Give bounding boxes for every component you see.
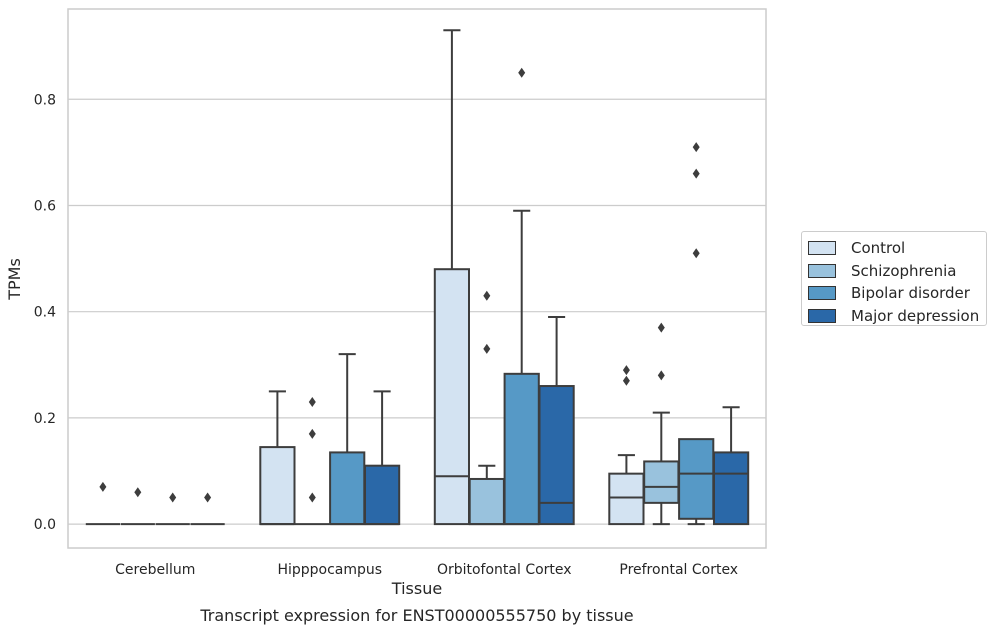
box-body (608, 472, 645, 526)
legend-swatch-control (808, 241, 836, 256)
box-body (468, 477, 505, 526)
box-body (678, 438, 715, 520)
x-tick-label: Orbitofontal Cortex (437, 562, 572, 578)
x-tick-label: Prefrontal Cortex (619, 562, 738, 578)
y-tick-label: 0.0 (34, 517, 56, 533)
legend-label-schizophrenia: Schizophrenia (851, 261, 957, 280)
legend-item-major-depression: Major depression (808, 305, 986, 328)
y-tick-label: 0.4 (34, 305, 56, 321)
legend-swatch-bipolar-disorder (808, 286, 836, 301)
y-tick-label: 0.2 (34, 411, 56, 427)
legend-item-schizophrenia: Schizophrenia (808, 260, 986, 283)
box-control (259, 390, 296, 526)
x-axis-title: Tissue (391, 579, 443, 598)
box-body (329, 451, 366, 526)
box-major-depression (190, 492, 225, 526)
outlier-point (99, 481, 107, 492)
legend: Control Schizophrenia Bipolar disorder M… (801, 231, 987, 326)
box-body (433, 268, 471, 526)
outlier-point (308, 428, 316, 439)
legend-label-major-depression: Major depression (851, 307, 980, 326)
legend-item-bipolar-disorder: Bipolar disorder (808, 282, 986, 305)
outlier-point (204, 492, 212, 503)
outlier-point (692, 168, 700, 179)
box-body (712, 451, 750, 526)
outlier-point (483, 290, 491, 301)
outlier-point (692, 248, 700, 259)
box-control (433, 29, 471, 526)
box-body (503, 372, 540, 526)
box-control (608, 365, 645, 526)
outlier-point (169, 492, 177, 503)
box-schizophrenia (120, 487, 155, 526)
plot-frame (67, 8, 767, 549)
legend-item-control: Control (808, 237, 986, 260)
outlier-point (657, 370, 665, 381)
y-tick-label: 0.8 (34, 92, 56, 108)
box-body (363, 464, 401, 526)
box-control (85, 481, 121, 526)
outlier-point (622, 375, 630, 386)
box-body (643, 460, 680, 504)
box-schizophrenia (295, 396, 330, 526)
y-tick-label: 0.6 (34, 198, 56, 214)
legend-label-control: Control (851, 239, 906, 258)
box-bipolar-disorder (329, 353, 366, 526)
box-body (538, 385, 575, 526)
box-bipolar-disorder (678, 142, 715, 526)
outlier-point (692, 142, 700, 153)
box-schizophrenia (468, 290, 505, 526)
chart-caption: Transcript expression for ENST0000055575… (200, 606, 634, 625)
outlier-point (518, 67, 526, 78)
box-bipolar-disorder (155, 492, 190, 526)
outlier-point (308, 492, 316, 503)
x-tick-label: Hipppocampus (277, 562, 382, 578)
outlier-point (657, 322, 665, 333)
box-major-depression (712, 406, 750, 526)
legend-swatch-major-depression (808, 309, 836, 324)
box-plot-series (85, 29, 750, 526)
outlier-point (134, 487, 142, 498)
x-tick-labels: Cerebellum Hipppocampus Orbitofontal Corte… (115, 562, 738, 578)
box-major-depression (363, 390, 401, 526)
y-axis-title: TPMs (5, 258, 24, 301)
y-tick-labels: 0.0 0.2 0.4 0.6 0.8 (34, 92, 56, 533)
box-bipolar-disorder (503, 67, 540, 526)
box-body (259, 446, 296, 526)
legend-swatch-schizophrenia (808, 263, 836, 278)
box-major-depression (538, 316, 575, 526)
outlier-point (308, 396, 316, 407)
outlier-point (622, 365, 630, 376)
outlier-point (483, 343, 491, 354)
legend-label-bipolar-disorder: Bipolar disorder (851, 284, 970, 303)
x-tick-label: Cerebellum (115, 562, 195, 578)
